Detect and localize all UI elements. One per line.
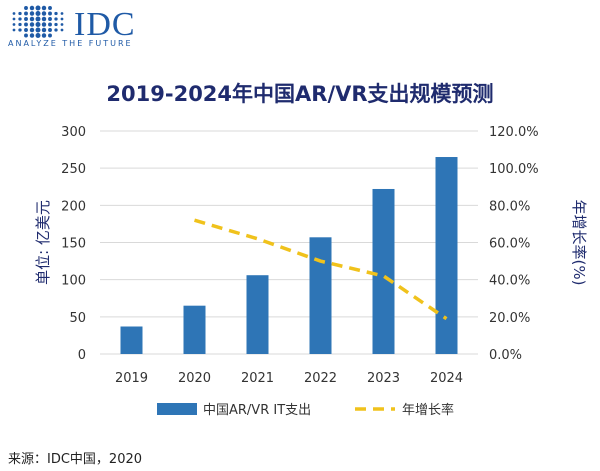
legend-label-line: 年增长率 xyxy=(402,402,454,418)
x-tick-label: 2020 xyxy=(178,371,211,386)
y-axis-title: 单位: 亿美元 xyxy=(34,200,52,285)
y2-tick-label: 120.0% xyxy=(489,125,539,140)
bar-2022 xyxy=(309,237,332,354)
bar-2024 xyxy=(435,157,458,354)
y2-tick-label: 40.0% xyxy=(489,274,530,289)
bar-2019 xyxy=(120,326,143,354)
chart-title: 2019-2024年中国AR/VR支出规模预测 xyxy=(106,82,494,106)
logo-tagline: ANALYZE THE FUTURE xyxy=(8,39,133,48)
bar-2021 xyxy=(246,275,269,354)
bar-2023 xyxy=(372,188,395,354)
x-tick-label: 2021 xyxy=(241,371,274,386)
y-tick-label: 250 xyxy=(61,162,86,177)
y-tick-label: 150 xyxy=(61,237,86,252)
chart: 0 50 100 150 200 250 300 0.0% 20.0% 40.0% 60.0% 80.… xyxy=(34,125,588,418)
y-tick-label: 100 xyxy=(61,274,86,289)
idc-logo: IDC xyxy=(8,4,148,50)
bar-2020 xyxy=(183,305,206,354)
legend-label-bar: 中国AR/VR IT支出 xyxy=(203,403,311,418)
y-tick-label: 0 xyxy=(78,348,86,363)
source-note: 来源：IDC中国，2020 xyxy=(8,452,143,467)
x-tick-label: 2022 xyxy=(304,371,337,386)
logo-wordmark: IDC xyxy=(74,6,136,43)
y2-tick-label: 80.0% xyxy=(489,199,530,214)
x-tick-label: 2023 xyxy=(367,371,400,386)
y2-axis-title: 年增长率(%) xyxy=(570,200,588,286)
y-tick-label: 50 xyxy=(69,311,86,326)
y2-tick-label: 20.0% xyxy=(489,311,530,326)
y-tick-label: 200 xyxy=(61,199,86,214)
x-tick-label: 2024 xyxy=(430,371,463,386)
y-tick-label: 300 xyxy=(61,125,86,140)
legend-swatch-bar xyxy=(157,403,197,415)
y2-tick-label: 100.0% xyxy=(489,162,539,177)
y2-tick-label: 0.0% xyxy=(489,348,522,363)
globe-dots-icon xyxy=(12,5,64,38)
growth-rate-line xyxy=(194,218,448,321)
y2-tick-label: 60.0% xyxy=(489,237,530,252)
x-tick-label: 2019 xyxy=(115,371,148,386)
